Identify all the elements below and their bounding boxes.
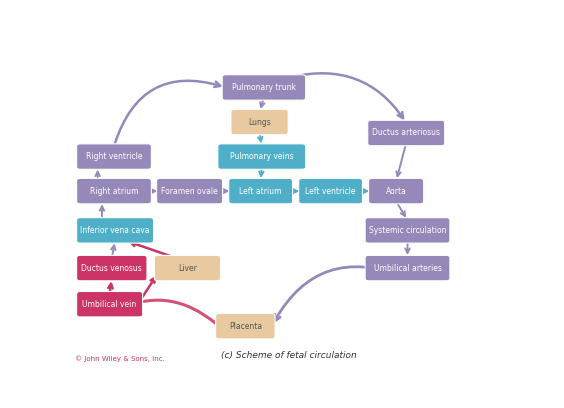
FancyBboxPatch shape (157, 178, 223, 204)
Text: Left atrium: Left atrium (239, 186, 282, 195)
FancyBboxPatch shape (365, 217, 450, 243)
Text: Right ventricle: Right ventricle (86, 152, 142, 161)
Text: Ductus venosus: Ductus venosus (81, 264, 142, 273)
FancyBboxPatch shape (77, 217, 153, 243)
FancyBboxPatch shape (365, 255, 450, 281)
Text: © John Wiley & Sons, Inc.: © John Wiley & Sons, Inc. (75, 355, 165, 361)
Text: Systemic circulation: Systemic circulation (369, 226, 446, 235)
FancyBboxPatch shape (155, 255, 221, 281)
FancyBboxPatch shape (77, 178, 151, 204)
Text: Foramen ovale: Foramen ovale (161, 186, 218, 195)
Text: Right atrium: Right atrium (90, 186, 138, 195)
FancyBboxPatch shape (368, 120, 444, 146)
FancyBboxPatch shape (299, 178, 363, 204)
FancyBboxPatch shape (222, 75, 306, 100)
FancyBboxPatch shape (229, 178, 293, 204)
FancyBboxPatch shape (77, 144, 151, 169)
Text: Left ventricle: Left ventricle (305, 186, 356, 195)
Text: Liver: Liver (178, 264, 197, 273)
FancyBboxPatch shape (369, 178, 424, 204)
Text: Lungs: Lungs (248, 118, 271, 126)
Text: Inferior vena cava: Inferior vena cava (80, 226, 150, 235)
Text: Pulmonary veins: Pulmonary veins (230, 152, 293, 161)
FancyBboxPatch shape (77, 291, 143, 317)
Text: Pulmonary trunk: Pulmonary trunk (232, 83, 296, 92)
Text: Ductus arteriosus: Ductus arteriosus (372, 129, 440, 137)
FancyBboxPatch shape (77, 255, 147, 281)
FancyBboxPatch shape (231, 109, 288, 135)
Text: Umbilical arteries: Umbilical arteries (373, 264, 442, 273)
Text: Umbilical vein: Umbilical vein (82, 300, 136, 309)
FancyBboxPatch shape (218, 144, 306, 169)
Text: Aorta: Aorta (386, 186, 407, 195)
Text: (c) Scheme of fetal circulation: (c) Scheme of fetal circulation (221, 351, 357, 360)
FancyBboxPatch shape (215, 313, 275, 339)
Text: Placenta: Placenta (229, 322, 262, 331)
